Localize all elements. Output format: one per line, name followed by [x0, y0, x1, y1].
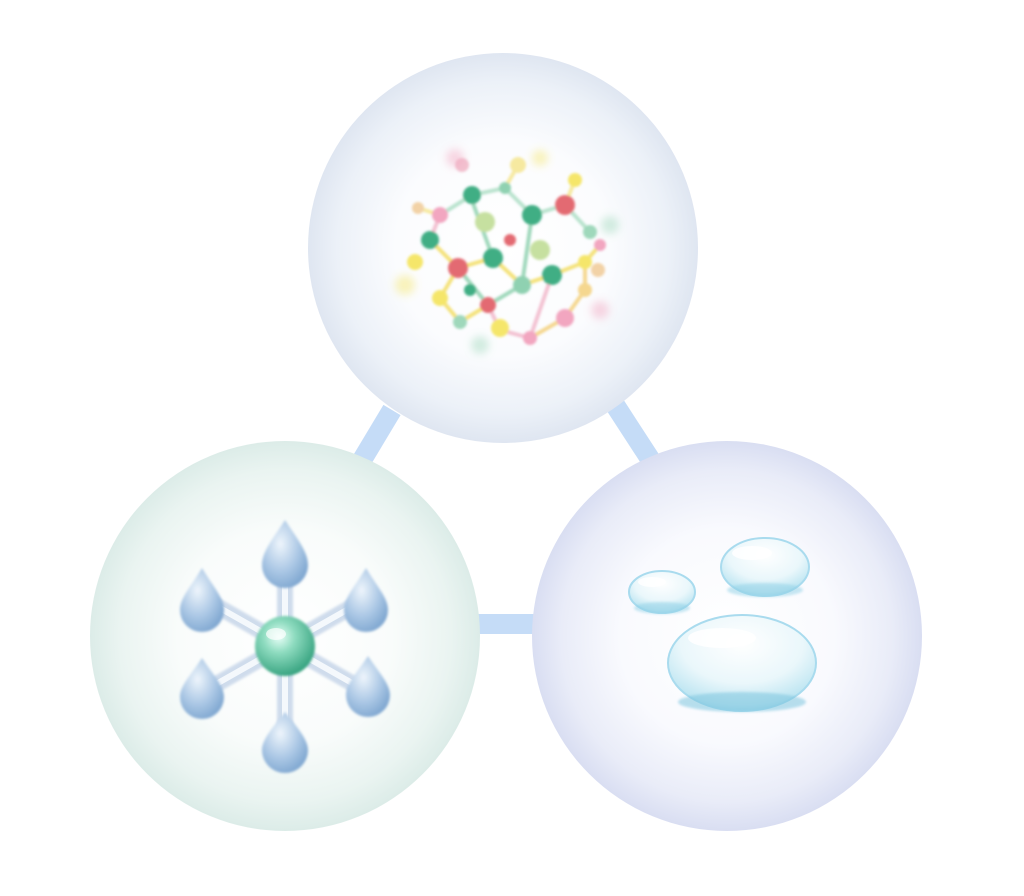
droplet-upper-right-icon	[344, 568, 388, 632]
node-water-droplets	[532, 441, 922, 831]
connector-top-right	[606, 399, 661, 468]
droplet-lower-left-icon	[180, 658, 224, 719]
droplet-bottom-icon	[262, 712, 308, 773]
water-droplet-medium	[720, 537, 810, 597]
water-droplet-large	[667, 614, 817, 712]
molecular-network-icon	[395, 149, 619, 354]
droplet-lower-right-icon	[346, 656, 390, 717]
droplet-upper-left-icon	[180, 568, 224, 632]
droplet-molecule-icon	[180, 520, 390, 773]
water-droplet-small	[628, 570, 696, 614]
node-molecular-network	[308, 53, 698, 443]
water-droplets-icon	[628, 537, 817, 712]
node-hydrophilic-molecule	[90, 441, 480, 831]
molecule-core	[255, 616, 315, 676]
node-circle-top	[308, 53, 698, 443]
droplet-top-icon	[262, 520, 308, 588]
